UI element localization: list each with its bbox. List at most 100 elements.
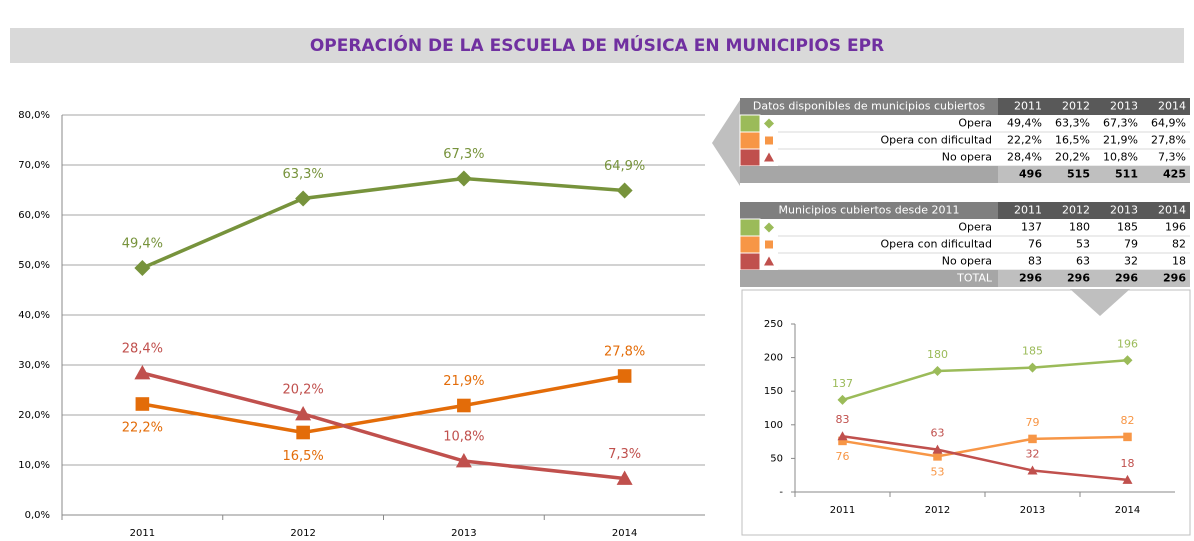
row-marker (765, 136, 773, 145)
table-cell: 28,4% (1007, 151, 1042, 164)
y-tick-label: 70,0% (18, 160, 50, 171)
data-label: 32 (1026, 447, 1040, 460)
table-cell: 137 (1021, 221, 1042, 234)
x-tick-label: 2012 (290, 528, 315, 539)
data-label: 76 (836, 450, 850, 463)
total-cell: 425 (1163, 168, 1186, 181)
table-header: 2014 (1158, 100, 1186, 113)
row-color (739, 114, 761, 133)
x-tick-label: 2013 (1020, 505, 1045, 516)
small-chart-frame (741, 289, 1191, 536)
marker (616, 470, 633, 485)
table-header-bg (998, 98, 1190, 115)
y-tick-label: 50,0% (18, 260, 50, 271)
x-tick-label: 2013 (451, 528, 476, 539)
x-tick-label: 2011 (830, 505, 855, 516)
data-label: 16,5% (282, 449, 323, 464)
data-label: 10,8% (443, 430, 484, 445)
marker (838, 436, 847, 446)
y-tick-label: 150 (764, 386, 783, 397)
marker (457, 398, 471, 413)
total-cell: 296 (1067, 272, 1090, 285)
series-line (842, 359, 1128, 402)
marker (134, 365, 151, 380)
series-line (141, 176, 625, 270)
row-color (739, 148, 761, 167)
data-label: 28,4% (122, 342, 163, 357)
y-tick-label: 30,0% (18, 360, 50, 371)
y-tick-label: 10,0% (18, 460, 50, 471)
data-label: 196 (1117, 337, 1138, 350)
table-cell: 27,8% (1151, 134, 1186, 147)
total-cell: 496 (1019, 168, 1042, 181)
marker (837, 431, 848, 441)
x-tick-label: 2014 (612, 528, 637, 539)
marker (837, 394, 848, 405)
table-cell: 49,4% (1007, 117, 1042, 130)
table-header: Municipios cubiertos desde 2011 (779, 204, 960, 217)
marker (933, 452, 942, 461)
table-cell: 180 (1069, 221, 1090, 234)
data-label: 180 (927, 348, 948, 361)
data-label: 83 (836, 413, 850, 426)
title: OPERACIÓN DE LA ESCUELA DE MÚSICA EN MUN… (310, 34, 884, 56)
table-cell: 22,2% (1007, 134, 1042, 147)
title-bar (10, 28, 1184, 63)
marker (1123, 432, 1132, 442)
table-header: 2011 (1014, 100, 1042, 113)
data-label: 22,2% (122, 421, 163, 436)
y-tick-label: 60,0% (18, 210, 50, 221)
marker (295, 406, 312, 421)
marker (617, 369, 632, 383)
table-cell: Opera (958, 221, 992, 234)
marker (1027, 465, 1038, 475)
table-header-bg (740, 202, 998, 219)
x-tick-label: 2014 (1115, 505, 1140, 516)
table-cell: 83 (1028, 255, 1042, 268)
data-label: 20,2% (282, 383, 323, 398)
row-color (739, 131, 761, 150)
table-cell: 32 (1124, 255, 1138, 268)
y-tick-label: 250 (764, 319, 783, 330)
row-marker (764, 222, 774, 233)
table-cell: 63,3% (1055, 117, 1090, 130)
table-header: 2012 (1062, 204, 1090, 217)
table-cell: 82 (1172, 238, 1186, 251)
marker (932, 366, 943, 377)
marker (455, 170, 472, 187)
table-cell: 20,2% (1055, 151, 1090, 164)
table-header: 2013 (1110, 204, 1138, 217)
table-header: 2013 (1110, 100, 1138, 113)
table-header: Datos disponibles de municipios cubierto… (753, 100, 985, 113)
series-line (141, 371, 625, 481)
table-header: 2011 (1014, 204, 1042, 217)
data-label: 49,4% (122, 237, 163, 252)
total-cell: 296 (1115, 272, 1138, 285)
data-label: 27,8% (604, 345, 645, 360)
table-header: 2012 (1062, 100, 1090, 113)
table-cell: 67,3% (1103, 117, 1138, 130)
table-cell: 10,8% (1103, 151, 1138, 164)
total-cell: 296 (1163, 272, 1186, 285)
total-row-bg (998, 270, 1190, 287)
series-line (842, 434, 1128, 482)
data-label: 63,3% (282, 167, 323, 182)
table-cell: 16,5% (1055, 134, 1090, 147)
data-label: 137 (832, 377, 853, 390)
table-cell: Opera (958, 117, 992, 130)
marker (1028, 434, 1037, 444)
table-cell: 76 (1028, 238, 1042, 251)
table-cell: 18 (1172, 255, 1186, 268)
marker (296, 425, 310, 440)
table-header: 2014 (1158, 204, 1186, 217)
table-cell: 21,9% (1103, 134, 1138, 147)
data-label: 63 (931, 427, 945, 440)
table-cell: 79 (1124, 238, 1138, 251)
arrow-down (1070, 289, 1130, 316)
row-color (739, 218, 761, 237)
marker (135, 397, 150, 411)
table-cell: 196 (1165, 221, 1186, 234)
table-cell: 64,9% (1151, 117, 1186, 130)
table-cell: 53 (1076, 238, 1090, 251)
